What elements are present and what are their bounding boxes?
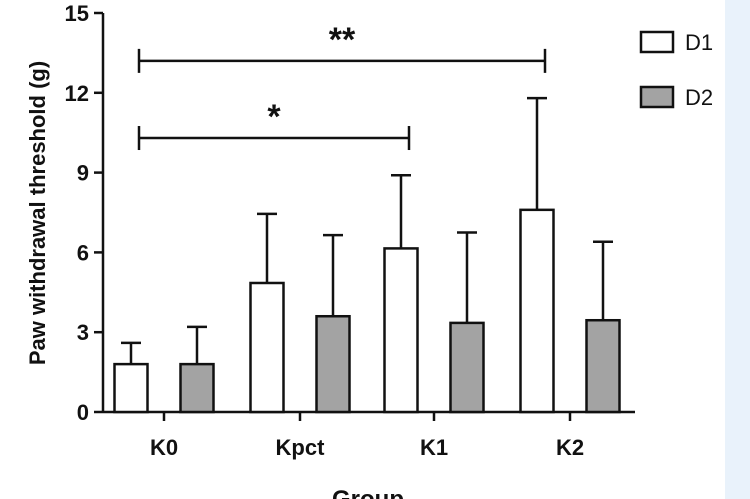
bar-d1 <box>519 208 555 414</box>
legend-label-d2: D2 <box>685 85 713 110</box>
x-tick-label: K0 <box>150 435 178 460</box>
bar-d2 <box>585 318 621 414</box>
legend-label-d1: D1 <box>685 30 713 55</box>
legend-swatch-d2 <box>639 85 675 109</box>
x-axis-label: Group <box>332 486 404 499</box>
error-bars <box>121 96 613 365</box>
bar-d1 <box>249 281 285 414</box>
bar-d2 <box>179 362 215 414</box>
legend-swatch-d1 <box>639 30 675 54</box>
significance-label: ** <box>329 21 356 59</box>
y-tick-label: 3 <box>77 320 89 345</box>
y-tick-label: 12 <box>65 81 89 106</box>
y-tick-label: 0 <box>77 400 89 425</box>
y-tick-label: 6 <box>77 240 89 265</box>
bar-d2 <box>449 321 485 414</box>
x-tick-label: K1 <box>420 435 448 460</box>
axes: 0 3 6 9 12 15 K0 Kpct K1 K2 <box>65 1 635 460</box>
bar-d1 <box>113 362 149 414</box>
x-tick-label: Kpct <box>276 435 326 460</box>
y-axis-label: Paw withdrawal threshold (g) <box>25 61 50 365</box>
y-tick-label: 15 <box>65 1 89 26</box>
bar-d2 <box>315 314 351 414</box>
significance-label: * <box>267 98 281 136</box>
legend: D1 D2 <box>639 30 713 110</box>
bar-d1 <box>383 247 419 414</box>
bars <box>113 208 621 414</box>
x-tick-label: K2 <box>556 435 584 460</box>
significance-brackets: *** <box>137 21 547 151</box>
y-tick-label: 9 <box>77 161 89 186</box>
page-margin <box>725 0 750 499</box>
